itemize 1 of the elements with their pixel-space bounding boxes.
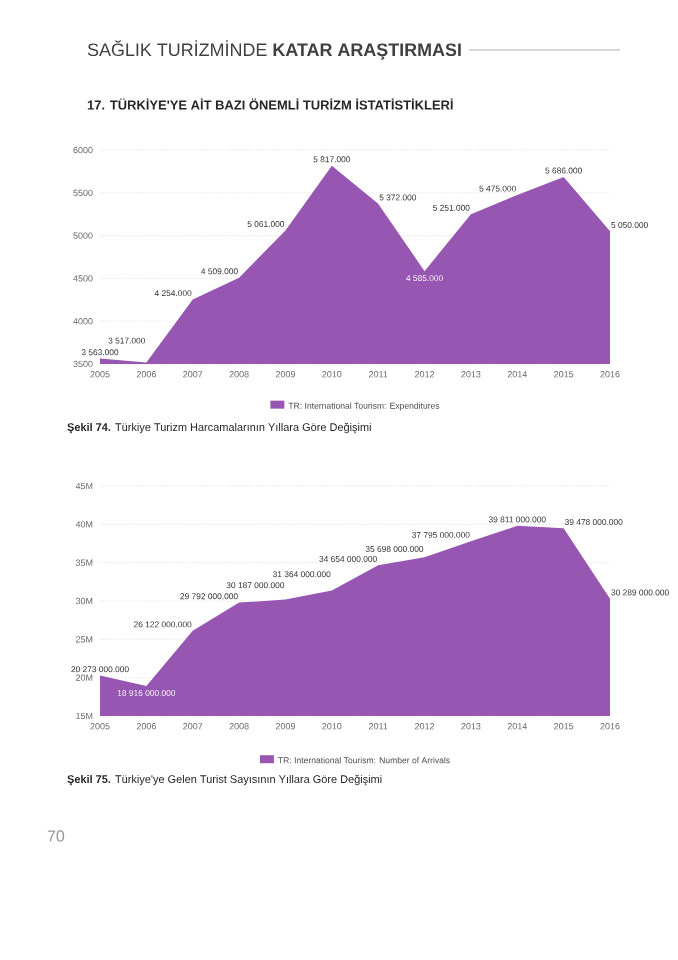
text: SAĞLIK TURİZMİNDE KATAR ARAŞTIRMASI: [87, 40, 461, 60]
